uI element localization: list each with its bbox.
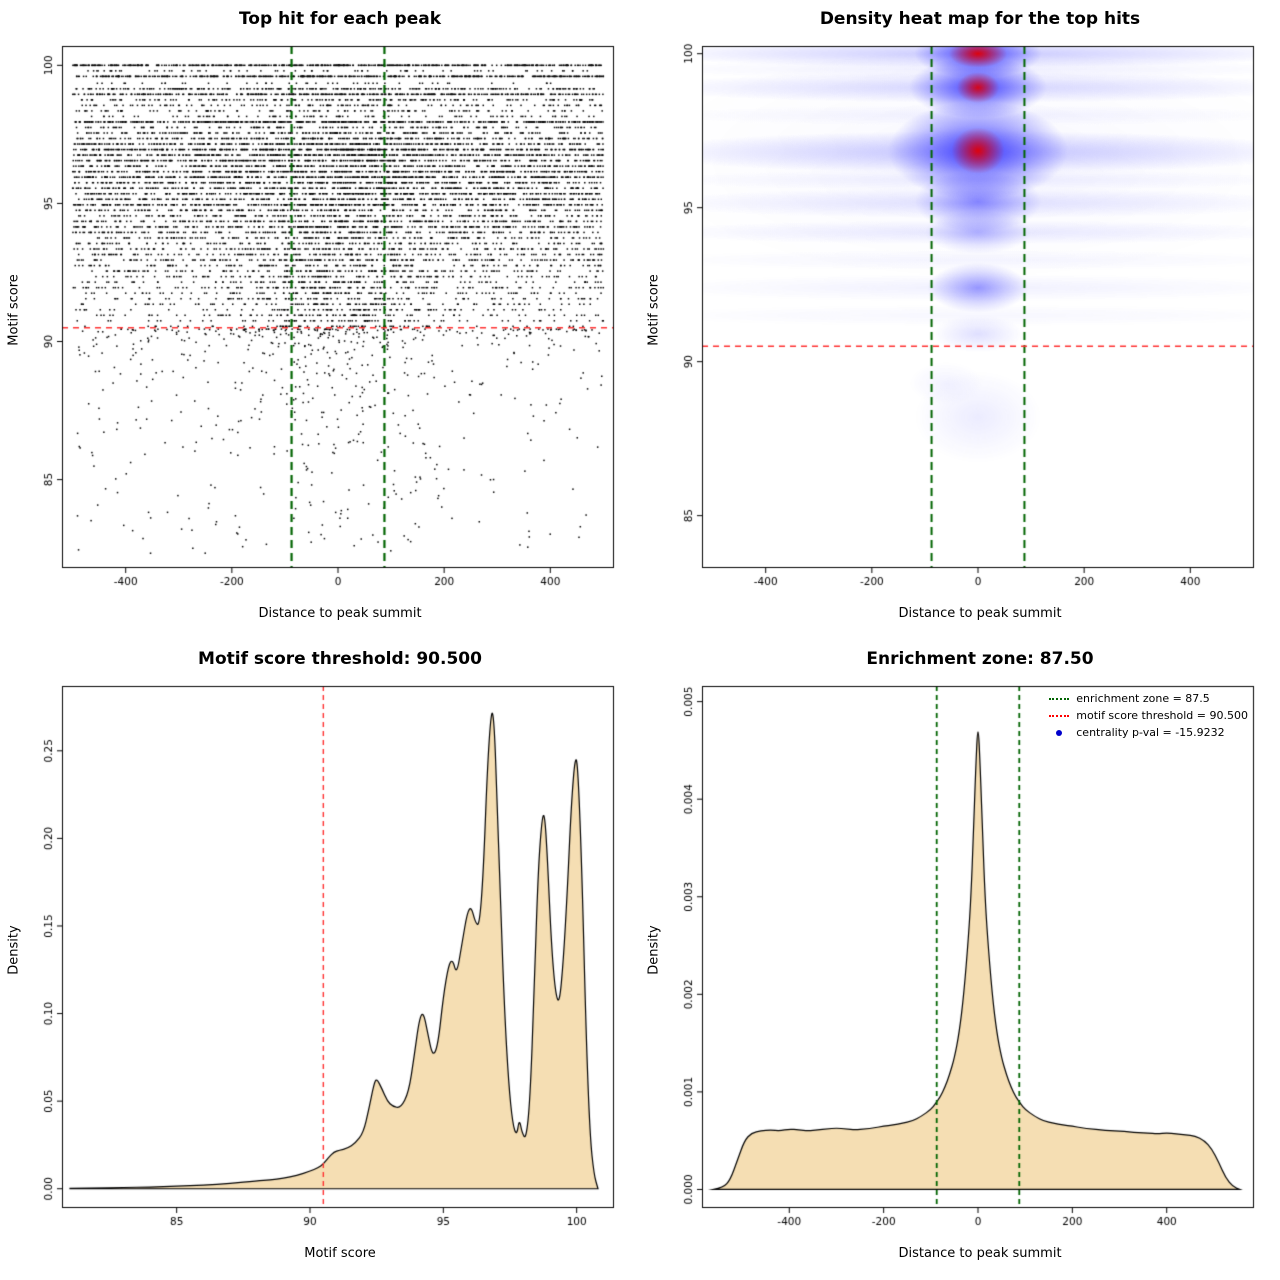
score-density-plot-canvas xyxy=(16,676,628,1246)
scatter-plot-canvas xyxy=(16,36,628,606)
x-axis-label: Distance to peak summit xyxy=(898,606,1062,621)
panel-density-heatmap: Density heat map for the top hits Motif … xyxy=(640,0,1280,640)
panel-motif-score-density: Motif score threshold: 90.500 Density Mo… xyxy=(0,640,640,1280)
legend-item-motif-score-threshold: motif score threshold = 90.500 xyxy=(1049,709,1248,722)
panel-title: Enrichment zone: 87.50 xyxy=(866,649,1094,669)
plot-legend: enrichment zone = 87.5 motif score thres… xyxy=(1049,692,1248,739)
x-axis-label: Distance to peak summit xyxy=(898,1246,1062,1261)
x-axis-label: Motif score xyxy=(304,1246,376,1261)
distance-density-plot-canvas xyxy=(656,676,1268,1246)
green-dotted-line-icon xyxy=(1049,697,1070,700)
legend-label: enrichment zone = 87.5 xyxy=(1076,692,1210,705)
red-dotted-line-icon xyxy=(1049,714,1070,717)
panel-top-hit-scatter: Top hit for each peak Motif score Distan… xyxy=(0,0,640,640)
blue-point-icon xyxy=(1056,729,1063,736)
panel-title: Density heat map for the top hits xyxy=(819,9,1141,29)
panel-enrichment-zone-density: Enrichment zone: 87.50 Density Distance … xyxy=(640,640,1280,1280)
x-axis-label: Distance to peak summit xyxy=(258,606,422,621)
legend-label: motif score threshold = 90.500 xyxy=(1076,709,1248,722)
heatmap-plot-canvas xyxy=(656,36,1268,606)
legend-item-centrality-pval: centrality p-val = -15.9232 xyxy=(1049,726,1248,739)
panel-title: Top hit for each peak xyxy=(238,9,442,29)
legend-label: centrality p-val = -15.9232 xyxy=(1076,726,1225,739)
legend-item-enrichment-zone: enrichment zone = 87.5 xyxy=(1049,692,1248,705)
panel-title: Motif score threshold: 90.500 xyxy=(198,649,482,669)
